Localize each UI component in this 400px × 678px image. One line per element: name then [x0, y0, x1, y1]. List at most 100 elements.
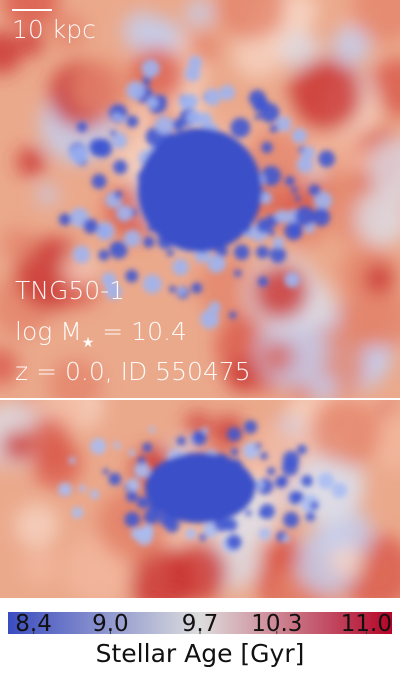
texture	[178, 94, 194, 110]
texture	[185, 528, 197, 540]
texture	[68, 457, 76, 464]
texture	[273, 213, 281, 221]
texture	[296, 444, 307, 455]
texture	[108, 472, 122, 486]
texture	[63, 251, 99, 286]
texture	[113, 159, 128, 175]
texture	[275, 209, 290, 224]
texture	[216, 0, 285, 41]
texture	[272, 236, 285, 249]
texture	[267, 228, 275, 236]
texture	[123, 229, 142, 248]
texture	[284, 221, 303, 241]
texture	[310, 501, 319, 510]
texture	[255, 442, 262, 449]
texture	[367, 137, 400, 199]
texture	[1, 0, 59, 30]
texture	[207, 254, 226, 273]
texture	[58, 213, 72, 226]
texture	[128, 449, 136, 457]
texture	[259, 452, 268, 460]
texture	[308, 373, 338, 398]
texture	[243, 420, 258, 434]
texture	[146, 96, 159, 109]
texture	[284, 272, 300, 288]
texture	[281, 459, 299, 476]
texture	[257, 276, 269, 287]
texture	[233, 28, 284, 79]
texture	[292, 458, 361, 527]
texture	[245, 509, 252, 517]
colorbar-label: Stellar Age [Gyr]	[96, 639, 305, 668]
texture	[311, 208, 331, 227]
texture	[208, 301, 221, 314]
texture	[230, 117, 251, 138]
texture	[258, 527, 271, 540]
texture	[0, 30, 23, 75]
texture	[25, 417, 72, 464]
texture	[145, 453, 255, 523]
texture	[126, 478, 141, 493]
texture	[296, 156, 314, 173]
texture	[197, 257, 257, 318]
texture	[281, 0, 320, 30]
colorbar-tick-label: 8.4	[15, 611, 52, 637]
texture	[124, 511, 141, 528]
texture	[275, 116, 292, 132]
texture	[284, 176, 295, 186]
texture	[89, 138, 107, 157]
texture	[313, 191, 333, 210]
texture	[255, 245, 270, 259]
texture	[101, 272, 117, 288]
texture	[291, 128, 307, 144]
texture	[269, 124, 278, 133]
texture	[122, 11, 164, 52]
texture	[283, 511, 299, 528]
texture	[226, 534, 242, 550]
texture	[172, 258, 189, 276]
texture	[301, 146, 316, 160]
texture	[113, 441, 121, 449]
texture	[90, 438, 107, 455]
texture	[253, 264, 309, 320]
texture	[226, 360, 258, 393]
texture	[354, 190, 400, 246]
texture	[176, 436, 186, 446]
texture	[186, 109, 202, 126]
texture	[363, 263, 395, 294]
colorbar-tick-label: 10.3	[251, 611, 302, 637]
edge-on-map	[0, 400, 400, 598]
texture	[102, 468, 109, 475]
texture	[219, 84, 236, 101]
colorbar-tick-label: 11.0	[341, 611, 392, 637]
texture	[229, 311, 237, 319]
texture	[295, 206, 315, 226]
texture	[331, 26, 371, 66]
texture	[253, 103, 261, 112]
texture	[259, 191, 273, 205]
texture	[95, 221, 115, 241]
colorbar-tick-label: 9.7	[182, 611, 219, 637]
texture	[141, 59, 160, 78]
texture	[83, 218, 99, 234]
colorbar	[8, 612, 392, 634]
texture	[227, 427, 242, 442]
texture	[200, 309, 220, 329]
texture	[166, 249, 174, 257]
texture	[114, 190, 123, 199]
texture	[58, 482, 72, 497]
texture	[248, 89, 266, 107]
texture	[0, 347, 19, 386]
texture	[143, 509, 160, 525]
texture	[301, 475, 313, 487]
texture	[185, 0, 213, 27]
texture	[133, 461, 151, 479]
texture	[168, 285, 177, 293]
texture	[16, 147, 46, 177]
texture	[193, 431, 202, 440]
texture	[126, 490, 138, 503]
texture	[125, 269, 139, 283]
texture	[142, 76, 151, 85]
face-on-map	[0, 0, 400, 398]
